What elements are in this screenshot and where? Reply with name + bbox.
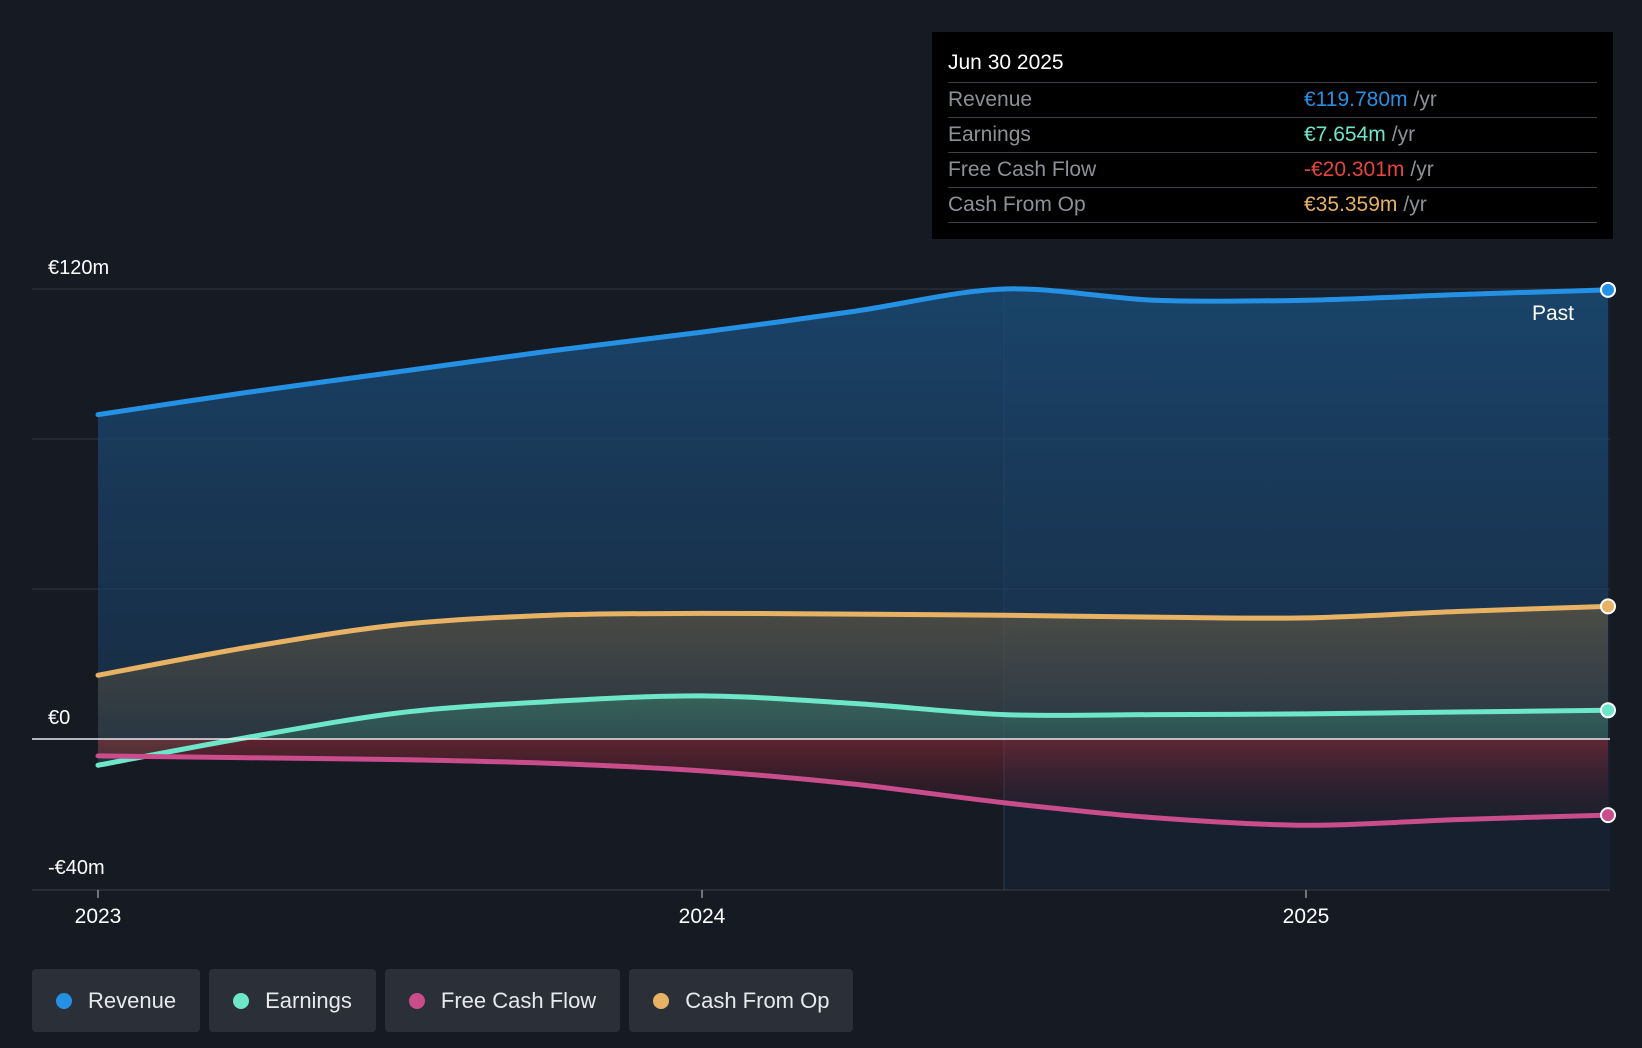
series-lines	[95, 286, 1611, 828]
legend-item-free-cash-flow[interactable]: Free Cash Flow	[384, 969, 621, 1032]
tooltip-value: €119.780m	[1304, 88, 1408, 111]
legend-label: Revenue	[88, 987, 177, 1013]
legend: Revenue Earnings Free Cash Flow Cash Fro…	[32, 969, 854, 1032]
tooltip-row-free-cash-flow: Free Cash Flow -€20.301m/yr	[948, 152, 1597, 187]
legend-item-earnings[interactable]: Earnings	[209, 969, 376, 1032]
end-markers	[1600, 281, 1616, 824]
line-earnings	[95, 693, 1611, 768]
axes: €120m €0 -€40m 2023 2024 2025 Past	[32, 257, 1610, 928]
tooltip-value: €7.654m	[1304, 123, 1386, 146]
y-tick-label: €120m	[48, 257, 109, 279]
x-tick-label: 2024	[679, 905, 726, 928]
tooltip-value: -€20.301m	[1304, 158, 1405, 181]
tooltip-label: Earnings	[948, 123, 1031, 146]
tooltip-value: €35.359m	[1304, 193, 1398, 216]
past-label: Past	[1532, 302, 1574, 325]
end-point-earnings	[1600, 702, 1616, 719]
legend-item-cash-from-op[interactable]: Cash From Op	[629, 969, 854, 1032]
tooltip-label: Cash From Op	[948, 193, 1086, 216]
legend-dot-icon	[408, 992, 425, 1009]
area-earnings	[98, 695, 1608, 766]
tooltip-row-earnings: Earnings €7.654m/yr	[948, 117, 1597, 152]
x-tick-label: 2023	[75, 905, 122, 928]
series-areas	[98, 288, 1608, 826]
legend-label: Cash From Op	[685, 987, 830, 1013]
legend-dot-icon	[56, 992, 72, 1009]
tooltip-label: Free Cash Flow	[948, 158, 1097, 181]
legend-item-revenue[interactable]: Revenue	[32, 969, 201, 1032]
y-tick-label: -€40m	[48, 857, 105, 879]
tooltip-date: Jun 30 2025	[948, 51, 1064, 74]
line-cash-from-op	[95, 603, 1611, 678]
x-tick-label: 2025	[1283, 905, 1330, 928]
tooltip-unit: /yr	[1413, 88, 1437, 111]
tooltip-row-cash-from-op: Cash From Op €35.359m/yr	[948, 187, 1597, 223]
y-tick-label: €0	[48, 707, 70, 729]
legend-label: Free Cash Flow	[440, 987, 597, 1013]
end-point-free-cash-flow	[1600, 807, 1616, 824]
line-revenue	[95, 286, 1611, 418]
end-point-cash-from-op	[1600, 598, 1616, 615]
end-point-revenue	[1600, 281, 1616, 298]
tooltip-row-revenue: Revenue €119.780m/yr	[948, 82, 1597, 117]
tooltip-unit: /yr	[1391, 123, 1416, 146]
tooltip-unit: /yr	[1403, 193, 1427, 216]
legend-dot-icon	[653, 992, 670, 1009]
tooltip-label: Revenue	[948, 88, 1033, 111]
line-free-cash-flow	[95, 753, 1611, 828]
legend-dot-icon	[233, 992, 250, 1009]
legend-label: Earnings	[265, 987, 352, 1013]
tooltip-unit: /yr	[1410, 158, 1434, 181]
hover-tooltip: Jun 30 2025 Revenue €119.780m/yr Earning…	[932, 32, 1613, 239]
